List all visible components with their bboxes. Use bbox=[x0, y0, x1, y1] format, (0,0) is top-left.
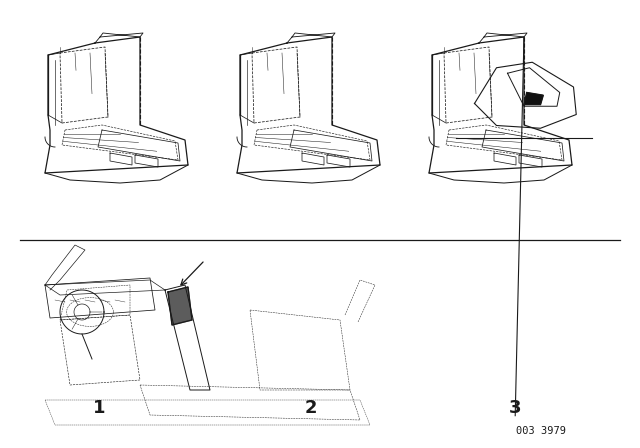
Text: 3: 3 bbox=[509, 399, 522, 417]
Text: 003 3979: 003 3979 bbox=[516, 426, 566, 436]
Text: 2: 2 bbox=[304, 399, 317, 417]
Polygon shape bbox=[524, 92, 543, 104]
Polygon shape bbox=[168, 287, 192, 325]
Text: 1: 1 bbox=[93, 399, 106, 417]
